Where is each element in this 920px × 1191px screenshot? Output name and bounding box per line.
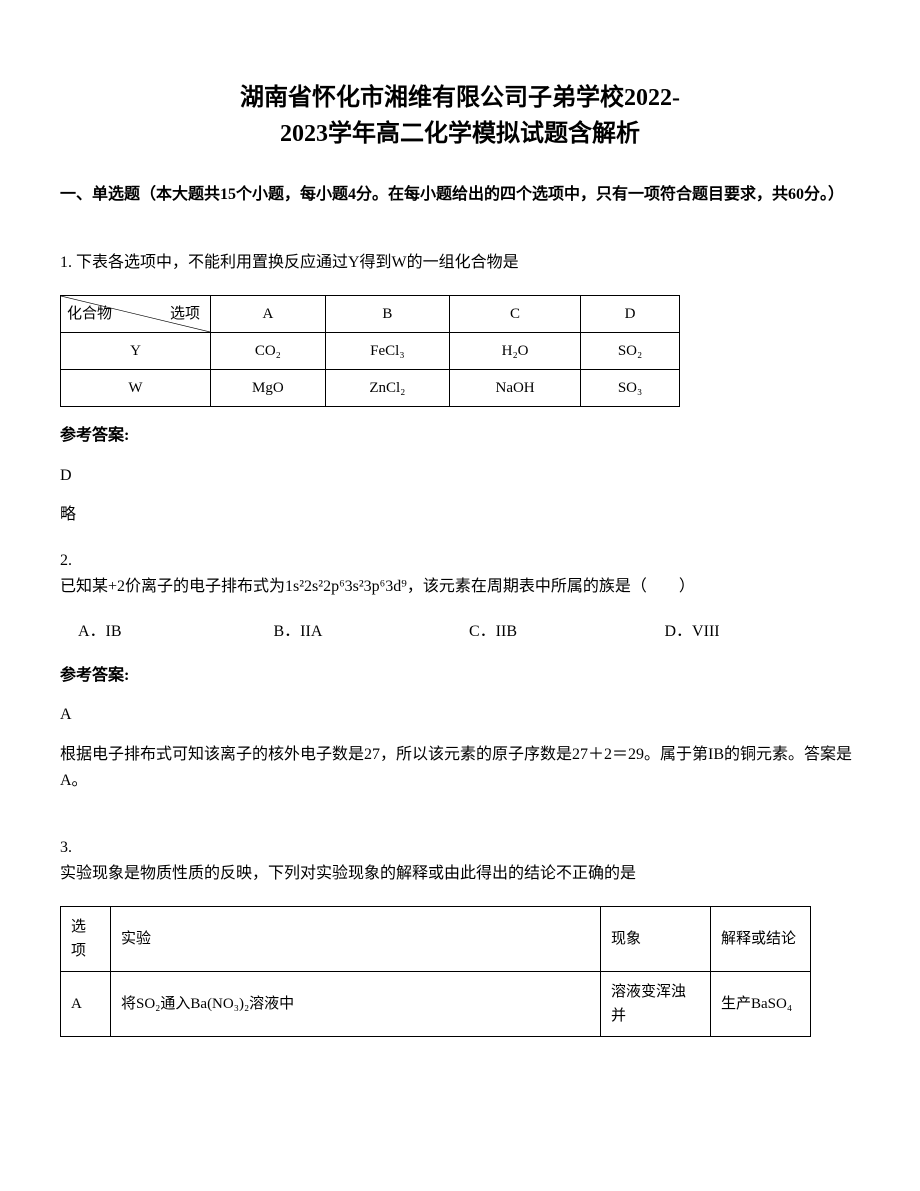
cell: FeCl₃ — [325, 333, 449, 370]
col-header-d: D — [581, 296, 680, 333]
title-line-1: 湖南省怀化市湘维有限公司子弟学校2022- — [240, 85, 680, 111]
table-row: 选项 实验 现象 解释或结论 — [61, 907, 811, 972]
col-header-phenomenon: 现象 — [601, 907, 711, 972]
cell: ZnCl₂ — [325, 370, 449, 407]
cell-experiment: 将SO₂通入Ba(NO₃)₂溶液中 — [111, 972, 601, 1037]
q3-table: 选项 实验 现象 解释或结论 A 将SO₂通入Ba(NO₃)₂溶液中 溶液变浑浊… — [60, 906, 811, 1037]
cell-option: A — [61, 972, 111, 1037]
q1-text: 下表各选项中，不能利用置换反应通过Y得到W的一组化合物是 — [76, 254, 519, 271]
section-header: 一、单选题（本大题共15个小题，每小题4分。在每小题给出的四个选项中，只有一项符… — [60, 182, 860, 208]
col-header-b: B — [325, 296, 449, 333]
diag-bottom-label: 化合物 — [67, 302, 112, 326]
table-row: A 将SO₂通入Ba(NO₃)₂溶液中 溶液变浑浊并 生产BaSO₄ — [61, 972, 811, 1037]
q2-explanation: 根据电子排布式可知该离子的核外电子数是27，所以该元素的原子序数是27＋2＝29… — [60, 742, 860, 793]
q1-number: 1. — [60, 254, 72, 271]
col-header-experiment: 实验 — [111, 907, 601, 972]
q2-answer-label: 参考答案: — [60, 663, 860, 689]
q1-note: 略 — [60, 502, 860, 528]
q3-text: 实验现象是物质性质的反映，下列对实验现象的解释或由此得出的结论不正确的是 — [60, 865, 636, 882]
option-a: A．IB — [78, 619, 274, 645]
cell: SO₃ — [581, 370, 680, 407]
question-2: 2. 已知某+2价离子的电子排布式为1s²2s²2p⁶3s²3p⁶3d⁹，该元素… — [60, 548, 860, 599]
col-header-c: C — [450, 296, 581, 333]
cell: CO₂ — [211, 333, 326, 370]
q2-formula: 1s²2s²2p⁶3s²3p⁶3d⁹ — [285, 578, 407, 595]
col-header-a: A — [211, 296, 326, 333]
cell-conclusion: 生产BaSO₄ — [711, 972, 811, 1037]
cell: NaOH — [450, 370, 581, 407]
option-b: B．IIA — [274, 619, 470, 645]
diag-top-label: 选项 — [170, 302, 200, 326]
q2-options: A．IB B．IIA C．IIB D．VIII — [60, 619, 860, 645]
q2-number: 2. — [60, 552, 72, 569]
table-row: 选项 化合物 A B C D — [61, 296, 680, 333]
q1-answer-label: 参考答案: — [60, 423, 860, 449]
q2-text-prefix: 已知某+2价离子的电子排布式为 — [60, 578, 285, 595]
question-3: 3. 实验现象是物质性质的反映，下列对实验现象的解释或由此得出的结论不正确的是 — [60, 835, 860, 886]
row-label-w: W — [61, 370, 211, 407]
table-row: Y CO₂ FeCl₃ H₂O SO₂ — [61, 333, 680, 370]
cell: MgO — [211, 370, 326, 407]
q1-answer: D — [60, 463, 860, 489]
title-line-2: 2023学年高二化学模拟试题含解析 — [280, 121, 640, 147]
col-header-option: 选项 — [61, 907, 111, 972]
cell-phenomenon: 溶液变浑浊并 — [601, 972, 711, 1037]
option-c: C．IIB — [469, 619, 665, 645]
row-label-y: Y — [61, 333, 211, 370]
cell: H₂O — [450, 333, 581, 370]
q1-table: 选项 化合物 A B C D Y CO₂ FeCl₃ H₂O SO₂ W MgO… — [60, 295, 680, 407]
diagonal-header-cell: 选项 化合物 — [61, 296, 211, 333]
page-title: 湖南省怀化市湘维有限公司子弟学校2022- 2023学年高二化学模拟试题含解析 — [60, 80, 860, 152]
option-d: D．VIII — [665, 619, 861, 645]
q2-answer: A — [60, 702, 860, 728]
col-header-conclusion: 解释或结论 — [711, 907, 811, 972]
q2-text-suffix: ，该元素在周期表中所属的族是（ ） — [407, 578, 695, 595]
table-row: W MgO ZnCl₂ NaOH SO₃ — [61, 370, 680, 407]
cell: SO₂ — [581, 333, 680, 370]
question-1: 1. 下表各选项中，不能利用置换反应通过Y得到W的一组化合物是 — [60, 250, 860, 276]
q3-number: 3. — [60, 839, 72, 856]
